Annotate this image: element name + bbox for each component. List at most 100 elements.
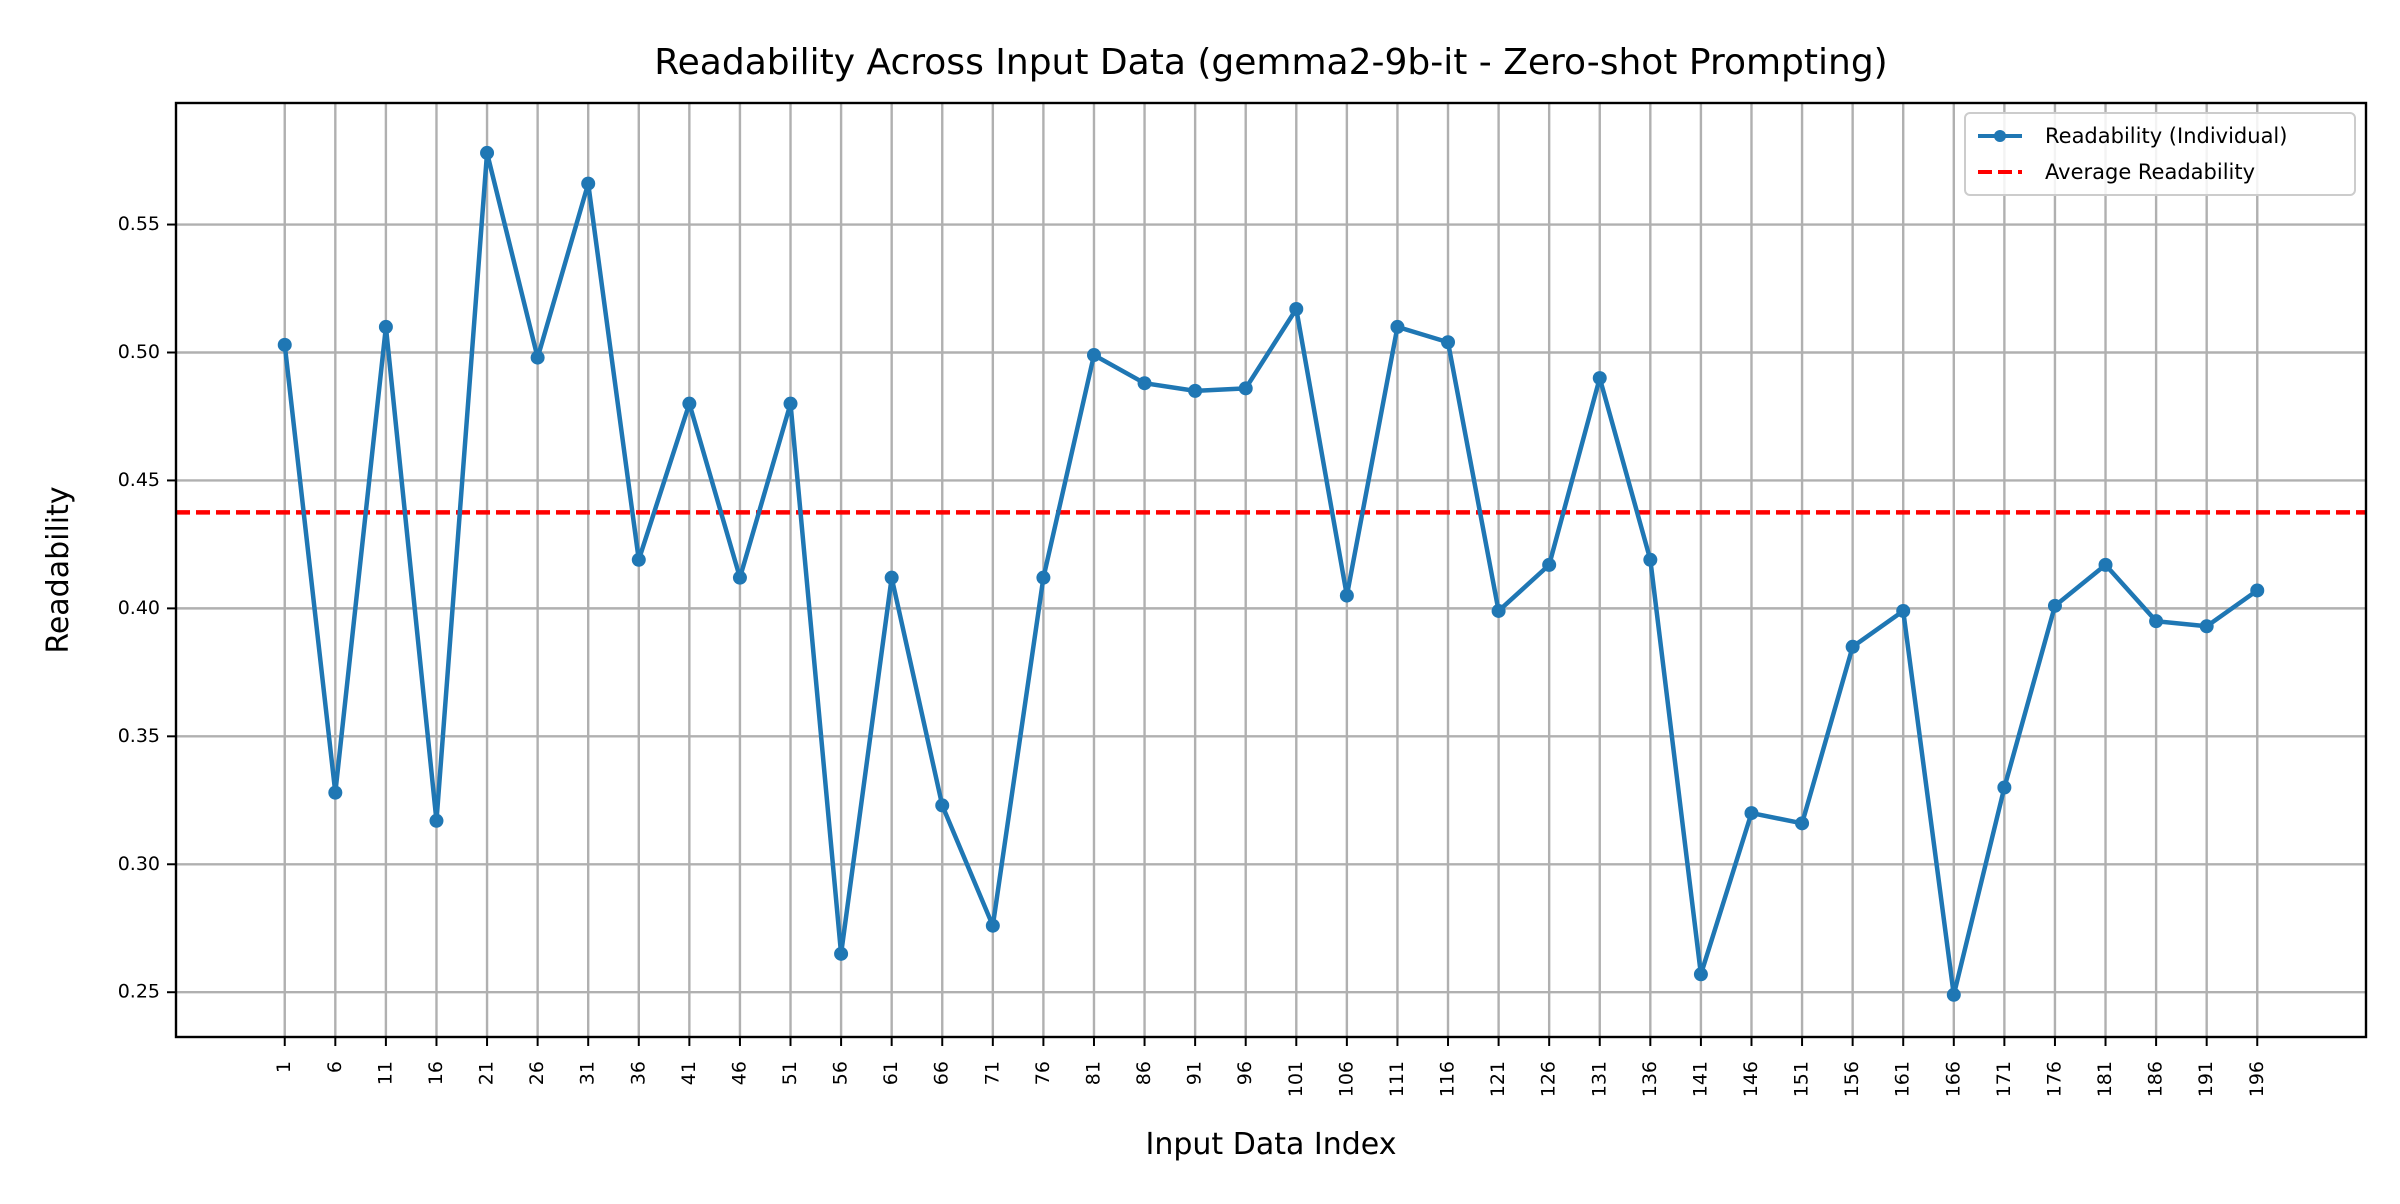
data-point — [783, 396, 798, 411]
x-tick-label: 166 — [1942, 1061, 1964, 1097]
x-tick-label: 101 — [1285, 1061, 1307, 1097]
x-tick-label: 1 — [273, 1061, 295, 1073]
legend-box — [1964, 112, 2356, 196]
data-point — [1592, 371, 1607, 386]
x-tick-label: 126 — [1538, 1061, 1560, 1097]
y-axis-ticks: 0.25 0.30 0.35 0.40 0.45 0.50 0.55 — [118, 213, 176, 1003]
x-tick-label: 36 — [627, 1061, 649, 1085]
x-tick-label: 11 — [374, 1061, 396, 1085]
y-tick-label: 0.50 — [118, 341, 160, 363]
data-point — [1086, 348, 1101, 363]
data-point — [1036, 570, 1051, 585]
x-tick-label: 76 — [1032, 1061, 1054, 1085]
data-point — [429, 813, 444, 828]
x-tick-label: 161 — [1892, 1061, 1914, 1097]
x-tick-label: 31 — [577, 1061, 599, 1085]
x-tick-label: 16 — [425, 1061, 447, 1085]
x-tick-label: 131 — [1588, 1061, 1610, 1097]
x-tick-label: 71 — [981, 1061, 1003, 1085]
data-point — [277, 337, 292, 352]
data-point — [530, 350, 545, 365]
data-point — [631, 552, 646, 567]
legend-label-individual: Readability (Individual) — [2045, 124, 2287, 148]
data-point — [1441, 335, 1456, 350]
x-tick-label: 181 — [2094, 1061, 2116, 1097]
data-point — [1845, 639, 1860, 654]
series-line — [282, 150, 2260, 998]
y-tick-label: 0.25 — [118, 981, 160, 1003]
x-tick-label: 51 — [779, 1061, 801, 1085]
data-point — [2250, 583, 2265, 598]
x-tick-label: 106 — [1335, 1061, 1357, 1097]
x-tick-label: 46 — [728, 1061, 750, 1085]
data-point — [2098, 557, 2113, 572]
series-lines — [282, 150, 2260, 998]
x-tick-label: 6 — [324, 1061, 346, 1073]
x-tick-label: 121 — [1487, 1061, 1509, 1097]
data-point — [1744, 806, 1759, 821]
x-tick-label: 111 — [1386, 1061, 1408, 1097]
y-tick-label: 0.30 — [118, 853, 160, 875]
x-tick-label: 116 — [1437, 1061, 1459, 1097]
data-point — [1390, 319, 1405, 334]
chart-title: Readability Across Input Data (gemma2-9b… — [654, 42, 1887, 83]
data-point — [2149, 614, 2164, 629]
y-tick-label: 0.45 — [118, 469, 160, 491]
data-markers — [277, 145, 2265, 1002]
x-tick-label: 146 — [1740, 1061, 1762, 1097]
data-point — [1997, 780, 2012, 795]
data-point — [985, 918, 1000, 933]
x-tick-label: 91 — [1184, 1061, 1206, 1085]
data-point — [1238, 381, 1253, 396]
data-point — [2199, 619, 2214, 634]
x-tick-label: 186 — [2145, 1061, 2167, 1097]
y-axis-title: Readability — [41, 486, 76, 653]
x-tick-label: 191 — [2195, 1061, 2217, 1097]
data-point — [1643, 552, 1658, 567]
x-tick-label: 156 — [1841, 1061, 1863, 1097]
y-tick-label: 0.40 — [118, 597, 160, 619]
data-point — [1946, 987, 1961, 1002]
x-tick-label: 81 — [1082, 1061, 1104, 1085]
data-point — [1289, 301, 1304, 316]
x-tick-label: 171 — [1993, 1061, 2015, 1097]
data-point — [884, 570, 899, 585]
x-axis-title: Input Data Index — [1146, 1127, 1397, 1162]
x-tick-label: 96 — [1234, 1061, 1256, 1085]
x-tick-label: 196 — [2246, 1061, 2268, 1097]
data-point — [1188, 383, 1203, 398]
data-point — [732, 570, 747, 585]
data-point — [834, 946, 849, 961]
x-tick-label: 41 — [678, 1061, 700, 1085]
x-tick-label: 141 — [1689, 1061, 1711, 1097]
legend-label-average: Average Readability — [2045, 160, 2255, 184]
x-tick-label: 66 — [931, 1061, 953, 1085]
data-point — [328, 785, 343, 800]
data-point — [1896, 603, 1911, 618]
y-tick-label: 0.55 — [118, 213, 160, 235]
data-point — [935, 798, 950, 813]
data-point — [2047, 598, 2062, 613]
x-tick-label: 26 — [526, 1061, 548, 1085]
x-tick-label: 61 — [880, 1061, 902, 1085]
x-tick-label: 151 — [1791, 1061, 1813, 1097]
data-point — [1693, 967, 1708, 982]
plot-frame — [174, 101, 2368, 1039]
data-point — [682, 396, 697, 411]
x-tick-label: 136 — [1639, 1061, 1661, 1097]
x-tick-label: 21 — [476, 1061, 498, 1085]
data-point — [1137, 376, 1152, 391]
x-tick-label: 86 — [1133, 1061, 1155, 1085]
data-point — [1542, 557, 1557, 572]
data-point — [378, 319, 393, 334]
y-tick-label: 0.35 — [118, 725, 160, 747]
data-point — [480, 145, 495, 160]
legend-marker-individual — [1994, 130, 2006, 142]
data-point — [581, 176, 596, 191]
legend: Readability (Individual) Average Readabi… — [1964, 112, 2356, 196]
data-point — [1339, 588, 1354, 603]
data-point — [1491, 603, 1506, 618]
x-axis-ticks: 1 6 11 16 21 26 31 36 41 46 51 56 61 66 71 76 81 86 91 96 10… — [273, 1037, 2268, 1097]
